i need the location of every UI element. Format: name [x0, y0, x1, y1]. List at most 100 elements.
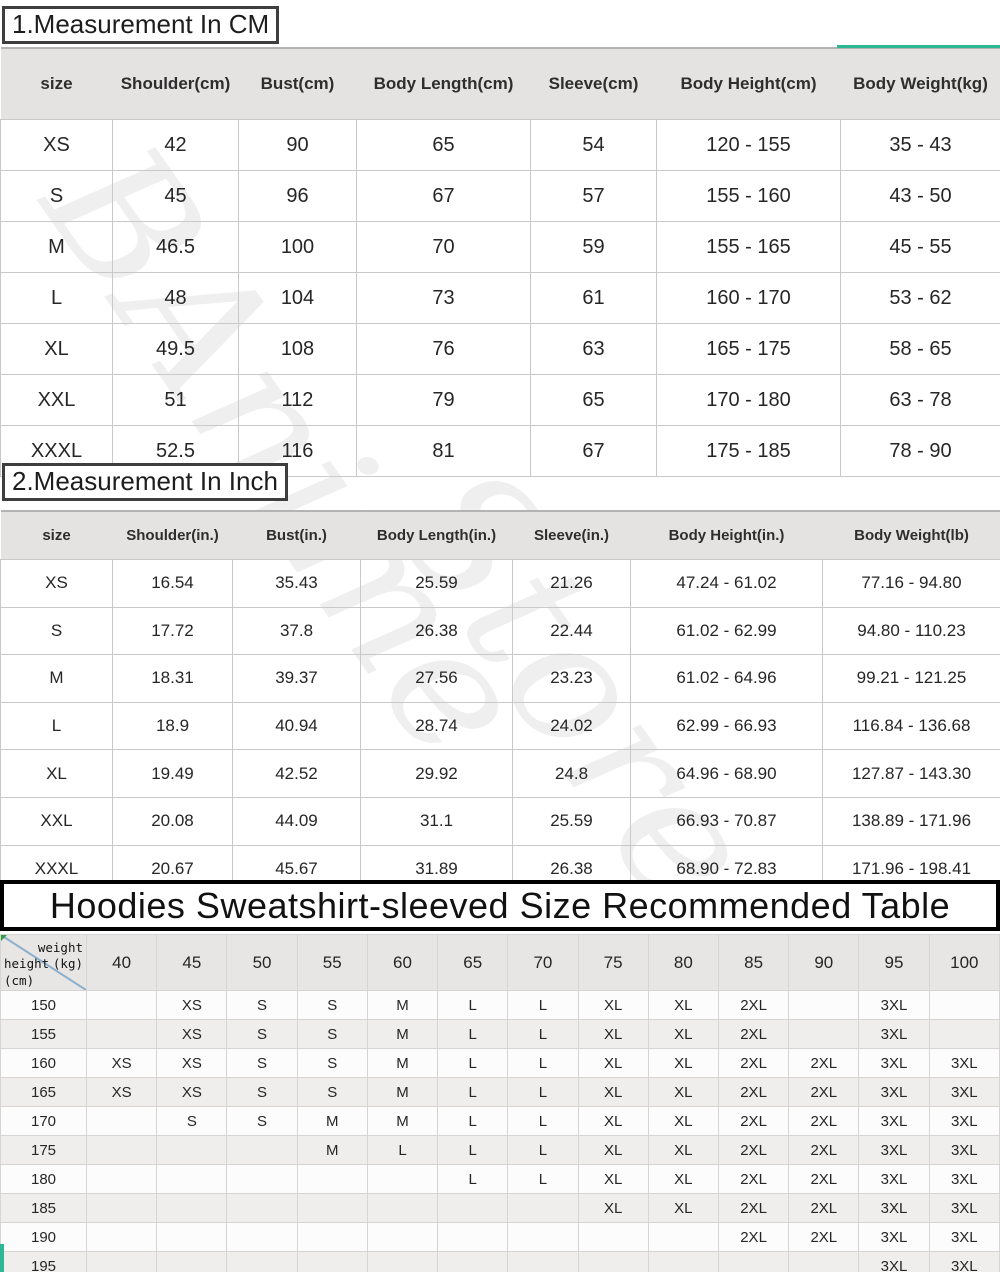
value-cell: 66.93 - 70.87: [630, 796, 823, 846]
size-recommendation-cell: S: [296, 1048, 368, 1078]
size-recommendation-cell: 2XL: [788, 1164, 860, 1194]
size-recommendation-cell: 3XL: [858, 1193, 930, 1223]
value-cell: 96: [238, 170, 357, 222]
value-cell: 61.02 - 64.96: [630, 654, 823, 703]
value-cell: 16.54: [112, 559, 233, 608]
cm-measurement-table: size Shoulder(cm) Bust(cm) Body Length(cm) S…: [0, 47, 1000, 477]
size-recommendation-cell: M: [296, 1135, 368, 1165]
value-cell: 67: [530, 425, 657, 477]
size-cell: XXL: [0, 796, 113, 846]
matrix-row: 185 XL XL 2XL 2XL 3XL 3XL: [0, 1193, 1000, 1223]
size-recommendation-cell: XS: [156, 1019, 228, 1049]
value-cell: 26.38: [360, 606, 513, 656]
value-cell: 35.43: [232, 559, 361, 608]
size-recommendation-cell: 3XL: [928, 1048, 1000, 1078]
value-cell: 78 - 90: [840, 425, 1000, 477]
size-recommendation-cell: [366, 1164, 439, 1194]
size-recommendation-cell: [85, 1135, 158, 1165]
size-recommendation-cell: L: [507, 1077, 579, 1107]
size-recommendation-cell: 3XL: [858, 1077, 930, 1107]
value-cell: 23.23: [512, 654, 631, 703]
value-cell: 61.02 - 62.99: [630, 606, 823, 656]
size-recommendation-cell: 3XL: [858, 1106, 930, 1136]
size-recommendation-cell: [788, 1019, 860, 1049]
size-recommendation-cell: XL: [647, 1135, 719, 1165]
value-cell: 49.5: [112, 323, 239, 375]
height-cell: 195: [0, 1251, 87, 1272]
height-cell: 170: [0, 1106, 87, 1136]
size-recommendation-cell: [156, 1222, 228, 1252]
value-cell: 155 - 160: [656, 170, 841, 222]
size-recommendation-cell: 2XL: [717, 1164, 790, 1194]
size-recommendation-cell: 2XL: [717, 1193, 790, 1223]
value-cell: 37.8: [232, 606, 361, 656]
size-recommendation-cell: 2XL: [788, 1135, 860, 1165]
size-recommendation-cell: [156, 1164, 228, 1194]
size-recommendation-cell: S: [226, 1077, 298, 1107]
size-recommendation-cell: XL: [647, 1077, 719, 1107]
size-recommendation-cell: S: [226, 1048, 298, 1078]
value-cell: 27.56: [360, 654, 513, 703]
size-recommendation-cell: S: [226, 990, 298, 1020]
size-recommendation-cell: 2XL: [788, 1222, 860, 1252]
size-recommendation-cell: L: [507, 1164, 579, 1194]
weight-column-header: 95: [858, 934, 930, 991]
size-recommendation-cell: S: [296, 990, 368, 1020]
value-cell: 79: [356, 374, 531, 426]
table-row: L 18.9 40.94 28.74 24.02 62.99 - 66.93 116.84 …: [0, 701, 1000, 751]
size-cell: M: [0, 221, 113, 273]
size-recommendation-cell: 3XL: [928, 1077, 1000, 1107]
size-recommendation-cell: [437, 1193, 509, 1223]
size-cell: XS: [0, 559, 113, 608]
table-row: XL 19.49 42.52 29.92 24.8 64.96 - 68.90 127.87…: [0, 749, 1000, 798]
size-recommendation-cell: XL: [577, 1048, 649, 1078]
table-row: S 17.72 37.8 26.38 22.44 61.02 - 62.99 94.80 -…: [0, 606, 1000, 656]
size-recommendation-cell: [156, 1193, 228, 1223]
size-recommendation-cell: 3XL: [928, 1164, 1000, 1194]
size-recommendation-cell: [928, 1019, 1000, 1049]
value-cell: 94.80 - 110.23: [822, 606, 1000, 656]
value-cell: 24.8: [512, 749, 631, 798]
size-recommendation-cell: XL: [577, 1106, 649, 1136]
size-recommendation-cell: [507, 1251, 579, 1272]
size-recommendation-cell: L: [437, 1019, 509, 1049]
value-cell: 77.16 - 94.80: [822, 559, 1000, 608]
value-cell: 39.37: [232, 654, 361, 703]
height-cell: 165: [0, 1077, 87, 1107]
column-header: size: [0, 47, 113, 120]
corner-height-unit: (cm): [4, 972, 35, 988]
size-cell: S: [0, 606, 113, 656]
size-recommendation-cell: 2XL: [717, 1048, 790, 1078]
value-cell: 62.99 - 66.93: [630, 701, 823, 751]
column-header: Body Height(cm): [656, 47, 841, 120]
size-cell: XL: [0, 749, 113, 798]
size-recommendation-cell: [928, 990, 1000, 1020]
height-cell: 155: [0, 1019, 87, 1049]
size-recommendation-cell: 2XL: [717, 1222, 790, 1252]
matrix-row: 150 XS S S M L L XL XL 2XL 3XL: [0, 990, 1000, 1020]
size-recommendation-cell: [85, 1193, 158, 1223]
size-recommendation-cell: 3XL: [858, 1135, 930, 1165]
size-recommendation-cell: XL: [577, 990, 649, 1020]
size-recommendation-cell: 2XL: [717, 1077, 790, 1107]
size-recommendation-cell: L: [366, 1135, 439, 1165]
size-recommendation-cell: XL: [647, 1193, 719, 1223]
size-recommendation-cell: L: [437, 1077, 509, 1107]
column-header: Body Weight(lb): [822, 510, 1000, 560]
size-recommendation-cell: XS: [156, 1077, 228, 1107]
size-recommendation-cell: 3XL: [928, 1222, 1000, 1252]
inch-header-row: size Shoulder(in.) Bust(in.) Body Length(in…: [0, 510, 1000, 560]
size-recommendation-cell: 3XL: [928, 1193, 1000, 1223]
cell-marker-icon: [1, 935, 7, 941]
size-recommendation-cell: [647, 1251, 719, 1272]
column-header: Shoulder(in.): [112, 510, 233, 560]
table-row: XS 42 90 65 54 120 - 155 35 - 43: [0, 119, 1000, 171]
value-cell: 65: [530, 374, 657, 426]
size-recommendation-cell: 3XL: [858, 990, 930, 1020]
column-header: Bust(cm): [238, 47, 357, 120]
value-cell: 47.24 - 61.02: [630, 559, 823, 608]
size-recommendation-cell: M: [366, 1106, 439, 1136]
size-recommendation-cell: [366, 1193, 439, 1223]
size-recommendation-cell: 2XL: [717, 1106, 790, 1136]
value-cell: 165 - 175: [656, 323, 841, 375]
